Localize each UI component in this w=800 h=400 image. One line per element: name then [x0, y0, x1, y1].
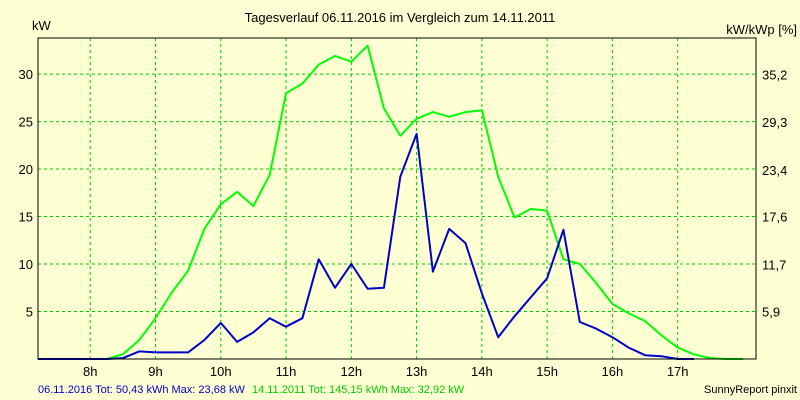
x-tick-label: 8h [83, 364, 97, 379]
x-tick-label: 17h [667, 364, 689, 379]
y-tick-label: 20 [19, 162, 33, 177]
x-tick-label: 14h [471, 364, 493, 379]
x-axis-ticks: 8h 9h 10h 11h 12h 13h 14h 15h 16h 17h [83, 364, 689, 379]
y-tick-label: 10 [19, 257, 33, 272]
y2-tick-label: 23,4 [762, 163, 787, 178]
y2-tick-label: 17,6 [762, 210, 787, 225]
footer-legend: 06.11.2016 Tot: 50,43 kWh Max: 23,68 kW … [38, 384, 465, 396]
y-axis-left-label: kW [32, 18, 52, 33]
y2-tick-label: 35,2 [762, 67, 787, 82]
series-line-2 [106, 44, 743, 360]
plot-frame [37, 37, 757, 360]
series-lines [38, 44, 743, 360]
x-tick-label: 10h [210, 364, 232, 379]
series-line-1 [38, 132, 694, 360]
y-axis-right-label: kW/kWp [%] [726, 22, 797, 37]
x-tick-label: 12h [340, 364, 362, 379]
y-axis-left-ticks: 5 10 15 20 25 30 [19, 67, 33, 319]
chart-title: Tagesverlauf 06.11.2016 im Vergleich zum… [245, 10, 556, 25]
y2-tick-label: 5,9 [762, 304, 780, 319]
y-axis-right-ticks: 5,9 11,7 17,6 23,4 29,3 35,2 [762, 67, 787, 319]
x-tick-label: 13h [406, 364, 428, 379]
x-tick-label: 9h [148, 364, 162, 379]
footer-credit: SunnyReport pinxit [704, 384, 797, 396]
y2-tick-label: 11,7 [762, 257, 786, 272]
y-tick-label: 15 [19, 210, 33, 225]
y-tick-label: 25 [19, 115, 33, 130]
x-tick-label: 16h [602, 364, 624, 379]
legend-series-1-summary: 06.11.2016 Tot: 50,43 kWh Max: 23,68 kW [38, 384, 245, 396]
y-tick-label: 5 [26, 305, 33, 320]
x-tick-label: 15h [536, 364, 558, 379]
y-tick-label: 30 [19, 67, 33, 82]
y2-tick-label: 29,3 [762, 115, 787, 130]
legend-series-2-summary: 14.11.2011 Tot: 145,15 kWh Max: 32,92 kW [252, 384, 465, 396]
x-tick-label: 11h [276, 364, 297, 379]
